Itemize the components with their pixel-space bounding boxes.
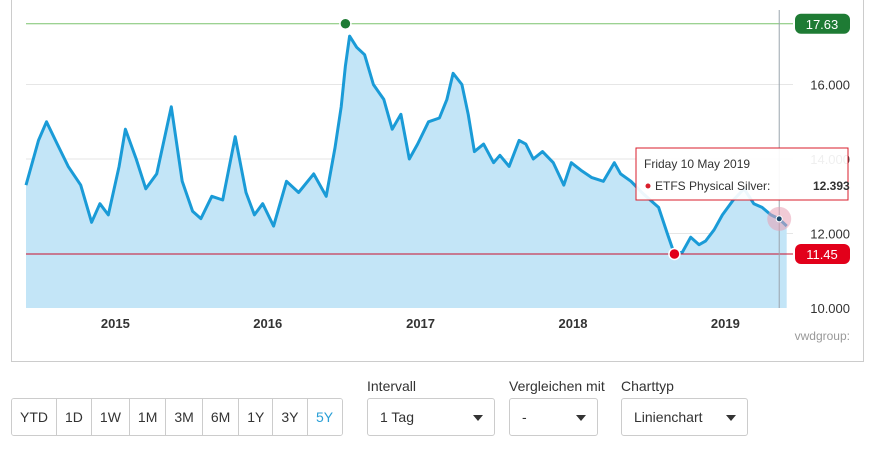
y-tick-label: 10.000 — [810, 301, 850, 316]
caret-down-icon — [726, 415, 736, 421]
range-button-ytd[interactable]: YTD — [12, 399, 57, 435]
y-tick-label: 16.000 — [810, 78, 850, 93]
y-tick-label: 12.000 — [810, 227, 850, 242]
x-tick-label: 2018 — [559, 316, 588, 331]
hover-point — [775, 215, 783, 223]
range-button-1w[interactable]: 1W — [91, 399, 130, 435]
min-badge-label: 11.45 — [806, 247, 838, 262]
tooltip-bullet-icon — [645, 183, 651, 189]
chart-type-value: Linienchart — [634, 409, 703, 425]
x-tick-label: 2019 — [711, 316, 740, 331]
max-badge — [795, 13, 850, 34]
series-line — [24, 34, 788, 256]
range-button-3m[interactable]: 3M — [166, 399, 203, 435]
range-button-5y[interactable]: 5Y — [307, 399, 342, 435]
min-badge — [795, 243, 850, 264]
interval-select[interactable]: 1 Tag — [367, 398, 495, 436]
series-area — [26, 36, 787, 308]
x-tick-label: 2017 — [406, 316, 435, 331]
caret-down-icon — [473, 415, 483, 421]
compare-value: - — [522, 409, 527, 425]
compare-select[interactable]: - — [509, 398, 598, 436]
chart-type-label: Charttyp — [621, 378, 674, 394]
range-button-3y[interactable]: 3Y — [273, 399, 308, 435]
tooltip-box — [635, 147, 849, 201]
min-point — [668, 247, 681, 261]
range-button-1d[interactable]: 1D — [57, 399, 92, 435]
range-button-6m[interactable]: 6M — [202, 399, 240, 435]
chart-frame: 10.00012.00014.00016.0002015201620172018… — [11, 0, 864, 362]
range-button-1y[interactable]: 1Y — [239, 399, 274, 435]
x-tick-label: 2015 — [101, 316, 130, 331]
interval-label: Intervall — [367, 378, 417, 394]
tooltip-series-name: ETFS Physical Silver: — [655, 179, 770, 193]
max-point — [339, 17, 352, 31]
chart-type-select[interactable]: Linienchart — [621, 398, 748, 436]
tooltip-date: Friday 10 May 2019 — [644, 157, 750, 171]
tooltip-value: 12.393 — [813, 179, 850, 193]
chart-credit: vwdgroup: — [795, 329, 850, 343]
range-button-1m[interactable]: 1M — [129, 399, 167, 435]
price-chart[interactable]: 10.00012.00014.00016.0002015201620172018… — [12, 0, 865, 362]
chart-controls: YTD 1D 1W 1M 3M 6M 1Y 3Y 5Y Intervall 1 … — [0, 370, 870, 453]
compare-label: Vergleichen mit — [509, 378, 605, 394]
caret-down-icon — [576, 415, 586, 421]
max-badge-label: 17.63 — [806, 17, 839, 32]
x-tick-label: 2016 — [253, 316, 282, 331]
range-selector: YTD 1D 1W 1M 3M 6M 1Y 3Y 5Y — [11, 398, 343, 436]
interval-value: 1 Tag — [380, 409, 414, 425]
